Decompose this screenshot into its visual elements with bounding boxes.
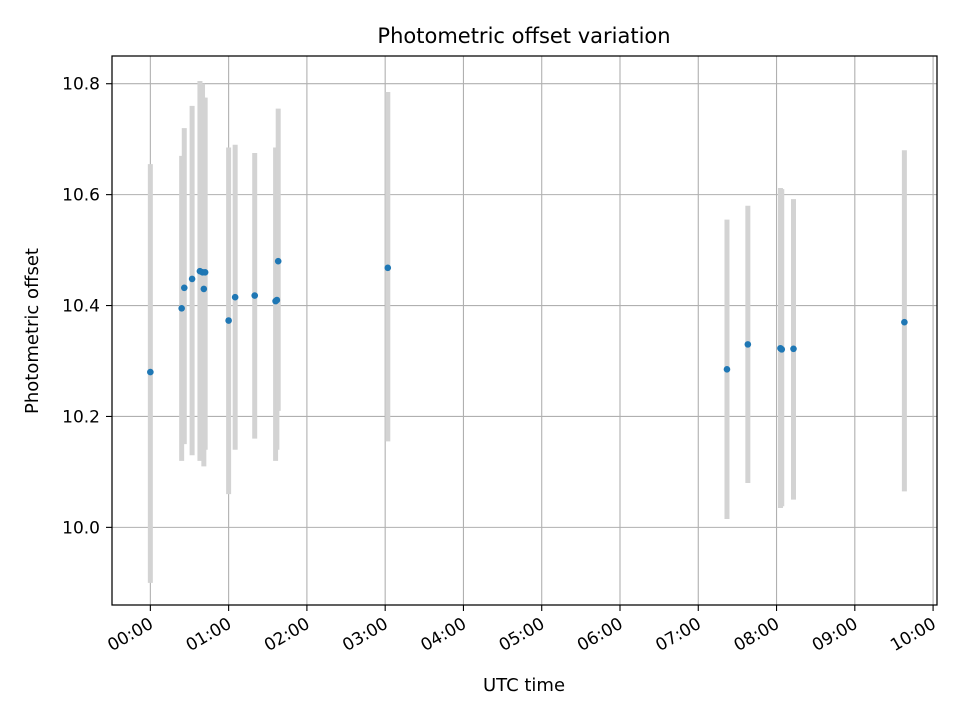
chart-title: Photometric offset variation — [377, 24, 670, 48]
data-point — [273, 296, 281, 304]
plot-frame — [111, 55, 938, 606]
grid-lines — [112, 56, 937, 605]
data-point — [274, 257, 282, 265]
data-point — [188, 275, 196, 283]
data-point — [178, 305, 185, 312]
x-axis-label: UTC time — [483, 675, 565, 696]
data-points — [147, 257, 908, 376]
data-point — [231, 293, 239, 301]
y-axis-ticks: 10.0 10.2 10.4 10.6 10.8 — [62, 75, 112, 538]
y-tick-label: 10.0 — [62, 518, 100, 538]
data-point — [723, 366, 731, 373]
data-point — [200, 285, 208, 293]
data-point — [384, 264, 392, 272]
data-point — [251, 292, 259, 299]
data-point — [225, 317, 232, 324]
data-point — [790, 345, 797, 353]
y-tick-label: 10.2 — [62, 407, 100, 427]
y-tick-label: 10.4 — [62, 297, 100, 317]
data-point — [147, 368, 154, 376]
data-point — [901, 318, 908, 326]
y-tick-label: 10.6 — [62, 186, 100, 206]
data-point — [201, 268, 209, 276]
data-point — [180, 284, 188, 292]
data-point — [744, 341, 752, 348]
y-tick-label: 10.8 — [62, 75, 100, 95]
data-point — [778, 346, 786, 353]
y-axis-label: Photometric offset — [22, 248, 43, 414]
